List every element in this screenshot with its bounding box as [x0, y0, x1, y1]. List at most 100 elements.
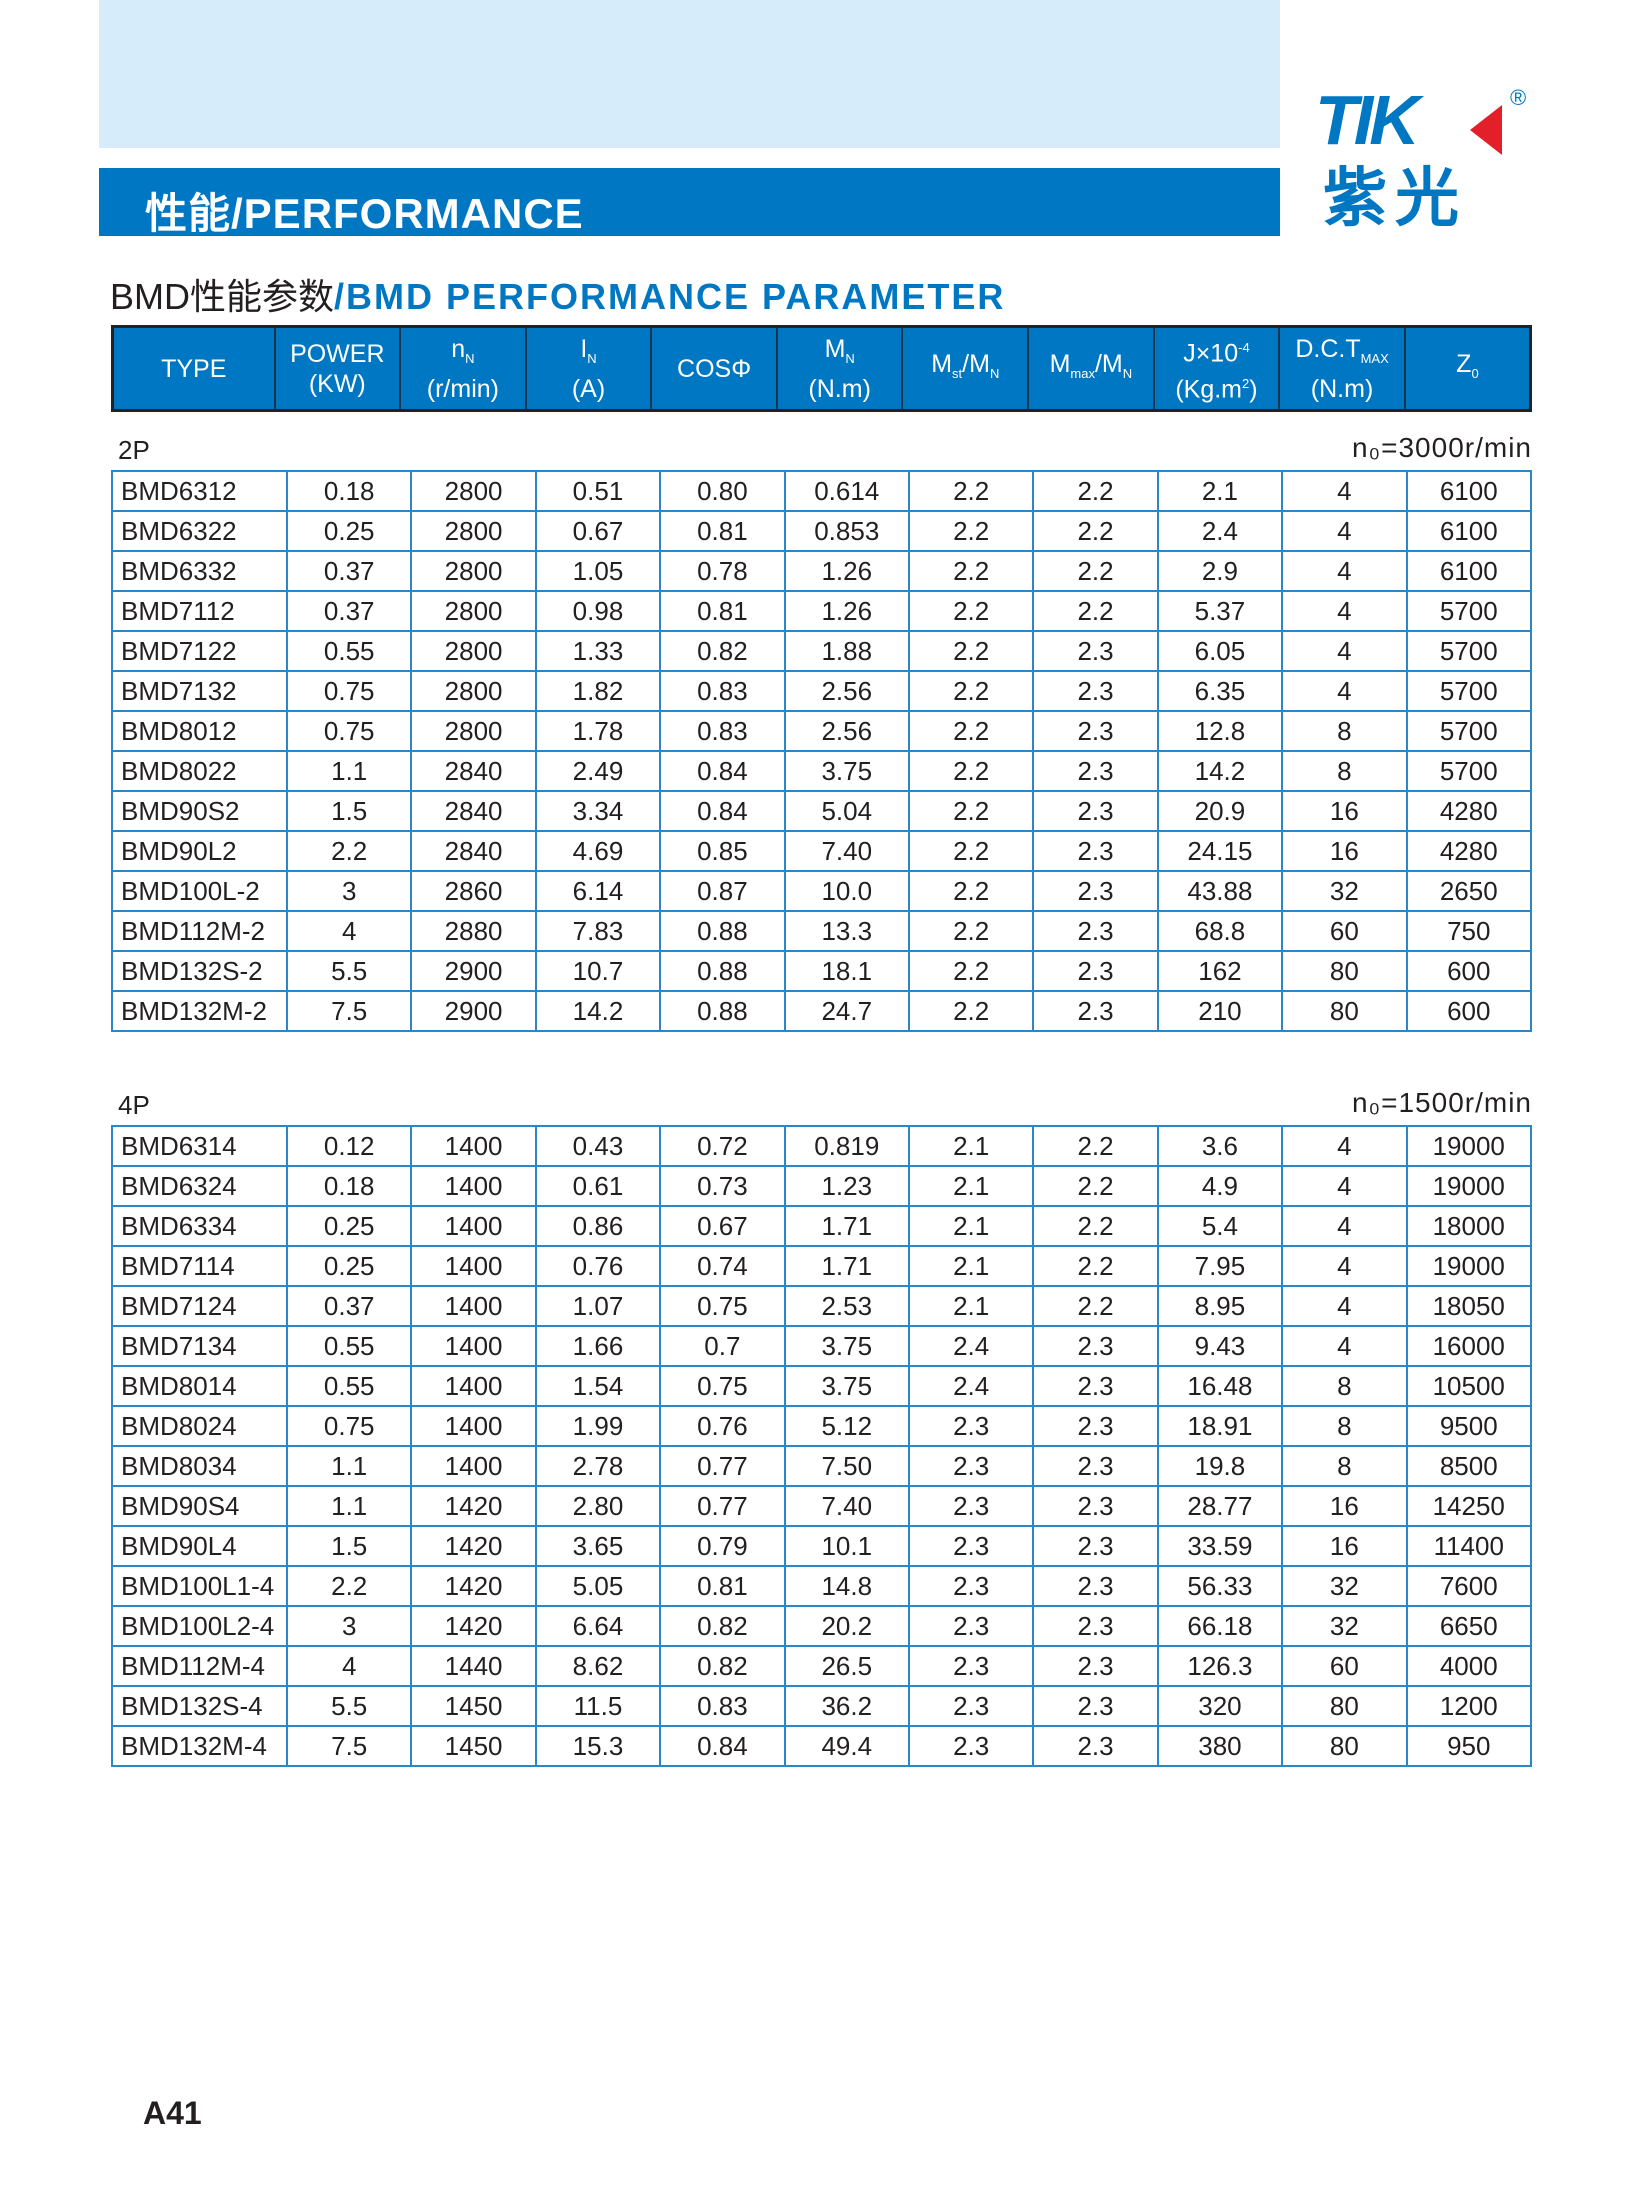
value-cell: 0.88: [659, 910, 786, 952]
value-cell: 5.37: [1156, 590, 1284, 632]
value-cell: 2.3: [1032, 1325, 1159, 1367]
value-cell: 0.82: [659, 1605, 786, 1647]
value-cell: 3.75: [783, 750, 910, 792]
value-cell: 2.2: [907, 590, 1035, 632]
value-cell: 5.05: [534, 1565, 662, 1607]
value-cell: 24.7: [783, 990, 910, 1032]
value-cell: 3: [285, 870, 413, 912]
value-cell: 2.3: [1032, 1605, 1159, 1647]
table-row: BMD8012 0.75 2800 1.78 0.83 2.56 2.2 2.3 12.8 8 57…: [111, 710, 1533, 752]
value-cell: 0.7: [659, 1325, 786, 1367]
table-header: TYPE POWER (KW) nN (r/min) IN (A) COSΦ MN (N.m) Ms…: [111, 325, 1532, 412]
model-cell: BMD7124: [111, 1285, 288, 1327]
value-cell: 0.61: [534, 1165, 662, 1207]
table-row: BMD6314 0.12 1400 0.43 0.72 0.819 2.1 2.2 3.6 4 19…: [111, 1125, 1533, 1167]
value-cell: 600: [1405, 990, 1533, 1032]
value-cell: 0.75: [285, 670, 413, 712]
value-cell: 1.71: [783, 1205, 910, 1247]
value-cell: 56.33: [1156, 1565, 1284, 1607]
value-cell: 1.1: [285, 1485, 413, 1527]
value-cell: 0.55: [285, 1325, 413, 1367]
value-cell: 2.3: [1032, 830, 1159, 872]
model-cell: BMD6334: [111, 1205, 288, 1247]
value-cell: 1.33: [534, 630, 662, 672]
value-cell: 7.50: [783, 1445, 910, 1487]
value-cell: 2860: [410, 870, 537, 912]
value-cell: 4000: [1405, 1645, 1533, 1687]
value-cell: 2.56: [783, 670, 910, 712]
value-cell: 16: [1281, 1485, 1408, 1527]
value-cell: 20.2: [783, 1605, 910, 1647]
table-row: BMD8034 1.1 1400 2.78 0.77 7.50 2.3 2.3 19.8 8 850…: [111, 1445, 1533, 1487]
value-cell: 8: [1281, 1405, 1408, 1447]
value-cell: 1400: [410, 1325, 537, 1367]
value-cell: 2.2: [1032, 1205, 1159, 1247]
value-cell: 4: [285, 1645, 413, 1687]
value-cell: 0.67: [534, 510, 662, 552]
value-cell: 7.40: [783, 1485, 910, 1527]
value-cell: 2.2: [1032, 1285, 1159, 1327]
table-title-cn: BMD性能参数: [110, 276, 334, 317]
value-cell: 60: [1281, 1645, 1408, 1687]
column-header: nN (r/min): [399, 326, 526, 411]
value-cell: 0.51: [534, 470, 662, 512]
table-title: BMD性能参数/BMD PERFORMANCE PARAMETER: [110, 268, 1005, 320]
table-row: BMD90L4 1.5 1420 3.65 0.79 10.1 2.3 2.3 33.59 16 1…: [111, 1525, 1533, 1567]
value-cell: 2.3: [1032, 1405, 1159, 1447]
value-cell: 1.66: [534, 1325, 662, 1367]
value-cell: 2.3: [907, 1605, 1035, 1647]
table-row: BMD132M-2 7.5 2900 14.2 0.88 24.7 2.2 2.3 210 80 6…: [111, 990, 1533, 1032]
value-cell: 8: [1281, 750, 1408, 792]
value-cell: 16.48: [1156, 1365, 1284, 1407]
value-cell: 80: [1281, 1685, 1408, 1727]
logo-chinese: 紫光: [1323, 162, 1467, 234]
value-cell: 4: [1281, 1285, 1408, 1327]
value-cell: 2840: [410, 790, 537, 832]
value-cell: 0.84: [659, 1725, 786, 1767]
table-title-en: /BMD PERFORMANCE PARAMETER: [334, 276, 1006, 317]
value-cell: 1420: [410, 1525, 537, 1567]
table-row: BMD7134 0.55 1400 1.66 0.7 3.75 2.4 2.3 9.43 4 160…: [111, 1325, 1533, 1367]
value-cell: 0.37: [285, 590, 413, 632]
column-header: D.C.TMAX (N.m): [1278, 326, 1405, 411]
value-cell: 162: [1156, 950, 1284, 992]
value-cell: 126.3: [1156, 1645, 1284, 1687]
value-cell: 1400: [410, 1245, 537, 1287]
value-cell: 1420: [410, 1565, 537, 1607]
performance-table-2p: BMD6312 0.18 2800 0.51 0.80 0.614 2.2 2.2 2.1 4 61…: [111, 470, 1533, 1032]
value-cell: 2.3: [907, 1725, 1035, 1767]
value-cell: 1.1: [285, 1445, 413, 1487]
value-cell: 80: [1281, 950, 1408, 992]
table-row: BMD132M-4 7.5 1450 15.3 0.84 49.4 2.3 2.3 380 80 9…: [111, 1725, 1533, 1767]
model-cell: BMD112M-2: [111, 910, 288, 952]
value-cell: 0.72: [659, 1125, 786, 1167]
value-cell: 2800: [410, 550, 537, 592]
value-cell: 12.8: [1156, 710, 1284, 752]
column-header: IN (A): [524, 326, 652, 411]
value-cell: 14250: [1405, 1485, 1533, 1527]
table-row: BMD112M-2 4 2880 7.83 0.88 13.3 2.2 2.3 68.8 60 75…: [111, 910, 1533, 952]
table-row: BMD6322 0.25 2800 0.67 0.81 0.853 2.2 2.2 2.4 4 61…: [111, 510, 1533, 552]
value-cell: 2.2: [1032, 510, 1159, 552]
value-cell: 0.75: [285, 1405, 413, 1447]
value-cell: 2.3: [1032, 710, 1159, 752]
value-cell: 0.78: [659, 550, 786, 592]
value-cell: 0.75: [285, 710, 413, 752]
value-cell: 2.3: [1032, 1485, 1159, 1527]
value-cell: 2.3: [907, 1685, 1035, 1727]
synchronous-speed: n₀=1500r/min: [1351, 1087, 1532, 1118]
table-row: BMD6334 0.25 1400 0.86 0.67 1.71 2.1 2.2 5.4 4 180…: [111, 1205, 1533, 1247]
value-cell: 2.3: [1032, 1645, 1159, 1687]
model-cell: BMD100L2-4: [111, 1605, 288, 1647]
model-cell: BMD6332: [111, 550, 288, 592]
value-cell: 2.1: [1156, 470, 1284, 512]
model-cell: BMD8014: [111, 1365, 288, 1407]
value-cell: 4: [1281, 1125, 1408, 1167]
value-cell: 1450: [410, 1685, 537, 1727]
value-cell: 6100: [1405, 550, 1533, 592]
value-cell: 2800: [410, 670, 537, 712]
table-row: BMD7122 0.55 2800 1.33 0.82 1.88 2.2 2.3 6.05 4 57…: [111, 630, 1533, 672]
value-cell: 2.3: [1032, 1445, 1159, 1487]
value-cell: 0.88: [659, 950, 786, 992]
value-cell: 4: [1281, 1325, 1408, 1367]
